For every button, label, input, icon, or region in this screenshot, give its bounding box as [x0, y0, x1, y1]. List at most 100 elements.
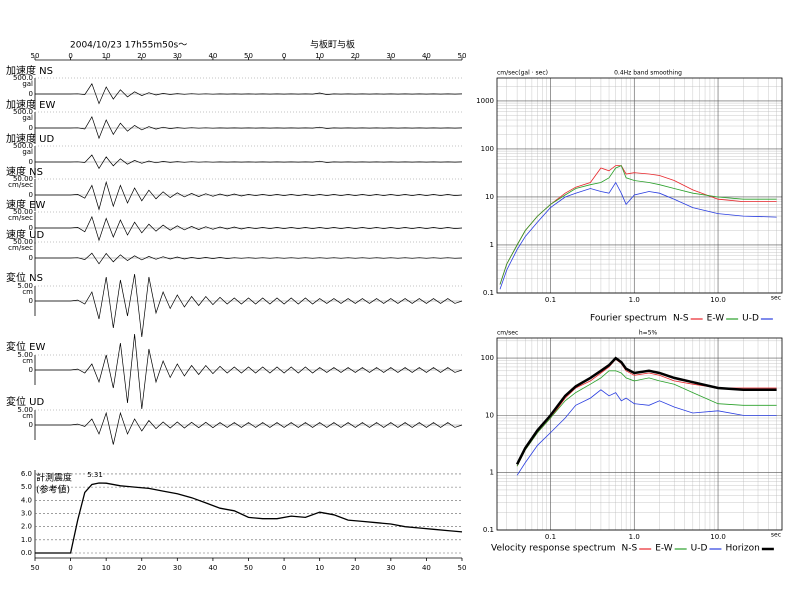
y-tick-label: 1.0: [21, 536, 32, 544]
y-tick-label: 0: [29, 224, 33, 232]
legend-label: N-S: [673, 314, 689, 324]
x-tick-label: 50: [31, 52, 40, 60]
x-tick-label: 50: [31, 564, 40, 572]
spectrum-line: [516, 370, 777, 467]
y-tick-label: 1000: [476, 97, 494, 105]
unit-label: gal: [22, 80, 33, 88]
waveform-line: [35, 180, 463, 211]
x-tick-label: 10: [315, 564, 324, 572]
legend-label: U-D: [742, 314, 759, 324]
legend-label: E-W: [707, 314, 725, 324]
x-axis-label: sec: [771, 295, 781, 302]
y-tick-label: 0: [29, 254, 33, 262]
x-tick-label: 1.0: [629, 533, 640, 541]
x-tick-label: 0: [282, 564, 286, 572]
x-tick-label: 10: [102, 52, 111, 60]
waveform-line: [35, 115, 463, 140]
y-tick-label: 0: [29, 124, 33, 132]
legend-label: Horizon: [725, 544, 759, 554]
y-tick-label: 1: [490, 469, 494, 477]
x-tick-label: 50: [244, 564, 253, 572]
x-tick-label: 0: [282, 52, 286, 60]
unit-label: cm: [22, 288, 33, 296]
waveform-line: [35, 252, 463, 265]
record-title: 2004/10/23 17h55m50s～: [70, 41, 187, 51]
x-tick-label: 10.0: [710, 533, 726, 541]
chart-title: h=5%: [639, 330, 658, 337]
trace-label: 変位 NS: [6, 271, 43, 284]
x-tick-label: 0.1: [545, 296, 556, 304]
spectrum-line: [499, 181, 777, 290]
x-tick-label: 30: [386, 564, 395, 572]
trace-label: 速度 UD: [6, 228, 44, 241]
y-tick-label: 0.1: [483, 289, 494, 297]
intensity-subtitle: (参考値): [36, 484, 70, 496]
legend-label: U-D: [691, 544, 708, 554]
y-tick-label: 0: [29, 366, 33, 374]
peak-annotation: 5.31: [87, 471, 103, 479]
spectrum-line: [516, 389, 777, 476]
legend-label: E-W: [655, 544, 673, 554]
y-tick-label: 100: [481, 145, 494, 153]
x-tick-label: 50: [458, 52, 467, 60]
x-tick-label: 10: [102, 564, 111, 572]
waveform-line: [35, 333, 463, 410]
chart-title: 0.4Hz band smoothing: [614, 70, 682, 77]
y-tick-label: 500.0: [13, 142, 33, 150]
y-tick-label: 3.0: [21, 509, 32, 517]
y-tick-label: 0.0: [21, 549, 32, 557]
y-tick-label: 5.0: [21, 483, 32, 491]
x-tick-label: 20: [351, 564, 360, 572]
y-tick-label: 0.1: [483, 526, 494, 534]
y-tick-label: 500.0: [13, 108, 33, 116]
x-axis-label: sec: [771, 532, 781, 539]
trace-label: 速度 NS: [6, 165, 43, 178]
intensity-title: 計測震度: [36, 472, 72, 484]
y-tick-label: 0: [29, 421, 33, 429]
x-tick-label: 50: [458, 564, 467, 572]
waveform-line: [35, 154, 463, 170]
x-tick-label: 50: [244, 52, 253, 60]
x-tick-label: 40: [208, 52, 217, 60]
trace-label: 変位 EW: [6, 340, 45, 353]
x-tick-label: 0: [68, 564, 72, 572]
x-tick-label: 20: [137, 564, 146, 572]
unit-label: cm/sec: [8, 214, 33, 222]
y-tick-label: 1: [490, 241, 494, 249]
y-tick-label: 0: [29, 297, 33, 305]
trace-label: 加速度 NS: [6, 64, 53, 77]
x-tick-label: 0.1: [545, 533, 556, 541]
intensity-line: [35, 482, 463, 554]
legend-title: Velocity response spectrum: [491, 544, 616, 554]
y-tick-label: 2.0: [21, 523, 32, 531]
y-tick-label: 50.00: [13, 208, 33, 216]
x-tick-label: 30: [173, 564, 182, 572]
x-tick-label: 20: [351, 52, 360, 60]
y-tick-label: 5.00: [17, 406, 33, 414]
trace-label: 変位 UD: [6, 395, 44, 408]
trace-label: 加速度 EW: [6, 98, 55, 111]
trace-label: 速度 EW: [6, 198, 45, 211]
y-tick-label: 4.0: [21, 496, 32, 504]
unit-label: gal: [22, 148, 33, 156]
x-tick-label: 10: [315, 52, 324, 60]
y-tick-label: 0: [29, 90, 33, 98]
y-tick-label: 100: [481, 354, 494, 362]
legend-title: Fourier spectrum: [590, 314, 667, 324]
y-tick-label: 50.00: [13, 175, 33, 183]
legend-label: N-S: [622, 544, 638, 554]
unit-label: cm/sec: [8, 244, 33, 252]
x-tick-label: 20: [137, 52, 146, 60]
waveform-line: [35, 83, 463, 105]
y-tick-label: 0: [29, 191, 33, 199]
waveform-line: [35, 273, 463, 338]
unit-label: cm: [22, 357, 33, 365]
x-tick-label: 40: [422, 52, 431, 60]
unit-label: cm/sec: [8, 181, 33, 189]
x-tick-label: 30: [173, 52, 182, 60]
y-axis-label: cm/sec(gal · sec): [497, 70, 548, 77]
station-name: 与板町与板: [310, 39, 355, 51]
y-tick-label: 10: [485, 193, 494, 201]
